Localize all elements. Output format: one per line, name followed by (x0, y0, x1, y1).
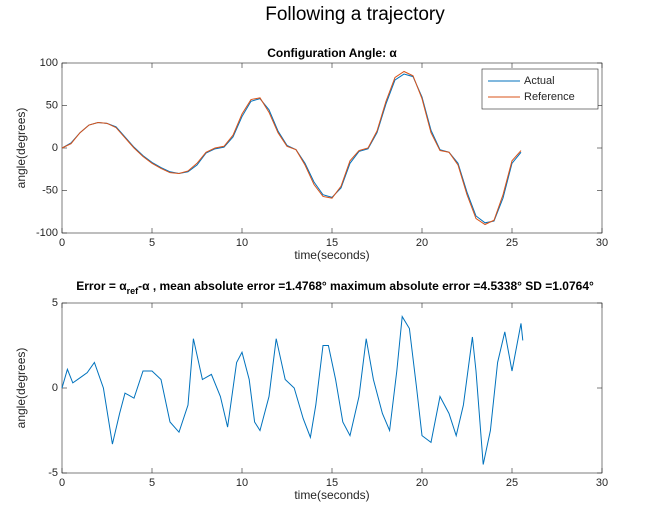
data-line (61, 315, 524, 465)
x-tick-label: 0 (59, 477, 65, 489)
legend-label: Actual (524, 75, 555, 87)
y-tick-label: 50 (46, 99, 58, 111)
x-axis-label: time(seconds) (294, 488, 369, 502)
legend-label: Reference (524, 91, 575, 103)
x-tick-label: 20 (416, 477, 428, 489)
x-axis-label: time(seconds) (294, 248, 369, 262)
x-tick-label: 15 (326, 237, 338, 249)
y-tick-label: 100 (40, 57, 58, 69)
x-tick-label: 10 (236, 477, 248, 489)
x-tick-label: 5 (149, 237, 155, 249)
y-tick-label: 5 (52, 297, 58, 309)
legend-box (481, 68, 599, 110)
y-tick-label: 0 (52, 382, 58, 394)
x-tick-label: 10 (236, 237, 248, 249)
x-tick-label: 25 (506, 477, 518, 489)
y-tick-label: -5 (48, 467, 58, 479)
y-tick-label: -50 (42, 184, 58, 196)
y-tick-label: 0 (52, 142, 58, 154)
title-part: ref (127, 286, 140, 296)
x-tick-label: 25 (506, 237, 518, 249)
x-tick-label: 30 (596, 237, 608, 249)
x-tick-label: 20 (416, 237, 428, 249)
figure-title: Following a trajectory (265, 4, 445, 25)
axes-box (61, 302, 603, 474)
x-tick-label: 30 (596, 477, 608, 489)
data-line (61, 70, 522, 226)
y-tick-label: -100 (36, 227, 58, 239)
axes-title: Configuration Angle: α (267, 46, 397, 60)
x-tick-label: 15 (326, 477, 338, 489)
axes-title: Error = αref-α , mean absolute error =1.… (76, 279, 594, 296)
y-axis-label: angle(degrees) (14, 348, 28, 429)
x-tick-label: 5 (149, 477, 155, 489)
title-part: -α , mean absolute error =1.4768° maximu… (138, 279, 594, 293)
title-part: Error = α (76, 279, 127, 293)
x-tick-label: 0 (59, 237, 65, 249)
y-axis-label: angle(degrees) (14, 108, 28, 189)
